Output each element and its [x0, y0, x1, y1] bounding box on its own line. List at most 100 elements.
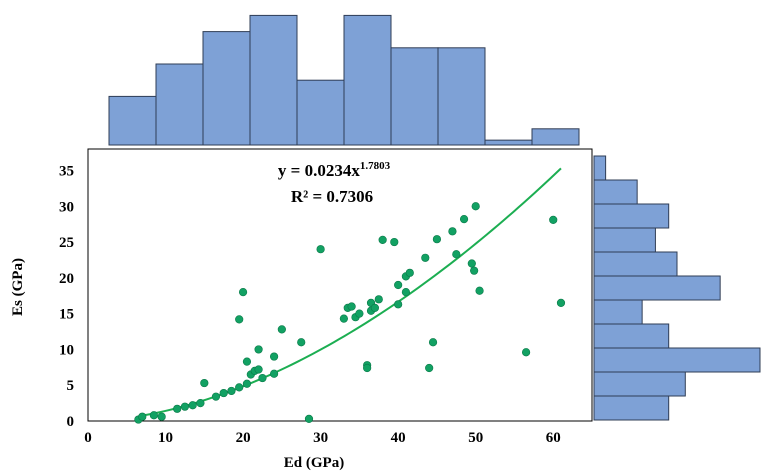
data-point: [421, 253, 430, 262]
data-point: [428, 338, 438, 347]
x-tick-label: 20: [236, 430, 251, 446]
data-point: [238, 288, 248, 297]
y-tick-label: 15: [59, 307, 74, 323]
top-histogram-bar: [108, 95, 157, 146]
right-histogram-bar: [593, 227, 656, 253]
data-point: [425, 363, 434, 373]
top-histogram-bar: [202, 31, 251, 146]
top-histogram-bar: [437, 47, 486, 146]
right-histogram-bar: [593, 155, 607, 181]
data-point: [304, 414, 314, 423]
data-point: [363, 363, 372, 373]
y-tick-label: 20: [59, 271, 74, 287]
data-point: [227, 386, 236, 396]
y-tick-label: 35: [59, 163, 74, 179]
data-point: [556, 298, 566, 307]
right-histogram-bar: [593, 347, 761, 373]
data-point: [370, 303, 379, 313]
data-point: [219, 388, 228, 398]
data-point: [401, 288, 411, 297]
right-histogram-bar: [593, 275, 721, 301]
data-point: [138, 412, 147, 421]
data-point: [235, 383, 244, 392]
data-point: [448, 227, 457, 236]
data-point: [405, 268, 414, 277]
right-histogram-bar: [593, 299, 643, 325]
data-point: [269, 369, 279, 378]
data-point: [242, 379, 252, 388]
right-histogram-bar: [593, 251, 678, 277]
y-axis-title: Es (GPa): [10, 258, 26, 316]
x-tick-label: 0: [84, 430, 92, 446]
data-point: [149, 411, 159, 420]
right-histogram-bar: [593, 323, 670, 349]
equation-base: y = 0.0234x: [278, 161, 360, 180]
top-histogram-bar: [343, 14, 392, 146]
data-point: [188, 401, 197, 410]
plot-area-frame: [87, 148, 593, 422]
data-point: [254, 345, 263, 354]
data-points: [134, 202, 566, 424]
x-tick-label: 50: [468, 430, 483, 446]
data-point: [173, 404, 182, 413]
data-point: [471, 202, 480, 211]
data-point: [549, 215, 558, 224]
top-histogram: [108, 14, 580, 146]
data-point: [378, 235, 387, 245]
data-point: [467, 259, 476, 268]
y-tick-label: 30: [59, 199, 74, 215]
data-point: [475, 286, 484, 295]
data-point: [339, 314, 348, 323]
x-tick-label: 60: [546, 430, 561, 446]
top-histogram-bar: [249, 14, 298, 146]
data-point: [390, 237, 399, 247]
data-point: [180, 402, 190, 411]
power-trendline: [138, 167, 562, 418]
data-point: [374, 295, 383, 304]
data-point: [196, 399, 205, 408]
data-point: [277, 325, 286, 334]
data-point: [211, 392, 221, 401]
x-axis-tick-labels: 0 10 20 30 40 50 60: [84, 430, 560, 446]
top-histogram-bar: [155, 63, 204, 146]
y-tick-label: 25: [59, 235, 74, 251]
y-tick-label: 10: [59, 342, 74, 358]
top-histogram-bar: [531, 128, 580, 146]
data-point: [254, 365, 263, 374]
data-point: [470, 266, 479, 275]
data-point: [242, 357, 252, 366]
data-point: [452, 250, 461, 259]
right-histogram-bar: [593, 371, 686, 397]
top-histogram-bar: [296, 79, 345, 146]
data-point: [355, 309, 364, 318]
data-point: [432, 235, 442, 244]
top-histogram-bar: [390, 47, 439, 146]
data-point: [157, 412, 166, 421]
right-histogram-bar: [593, 203, 670, 229]
right-histogram: [593, 155, 761, 421]
data-point: [200, 378, 209, 388]
top-histogram-bar: [484, 139, 533, 146]
equation-exponent: 1.7803: [360, 160, 391, 172]
data-point: [258, 373, 267, 383]
trend-equation: y = 0.0234x1.7803: [278, 160, 391, 180]
data-point: [394, 280, 403, 290]
data-point: [297, 338, 306, 347]
x-tick-label: 30: [313, 430, 328, 446]
data-point: [459, 215, 469, 224]
x-axis-title: Ed (GPa): [284, 455, 344, 471]
data-point: [521, 348, 531, 357]
x-tick-label: 10: [158, 430, 173, 446]
data-point: [347, 302, 356, 311]
right-histogram-bar: [593, 179, 638, 205]
y-tick-label: 0: [67, 414, 75, 430]
y-tick-label: 5: [67, 378, 75, 394]
y-axis-tick-labels: 0 5 10 15 20 25 30 35: [59, 163, 74, 430]
r-squared-label: R² = 0.7306: [291, 187, 373, 206]
data-point: [235, 315, 244, 324]
data-point: [316, 245, 325, 254]
right-histogram-bar: [593, 395, 670, 421]
x-tick-label: 40: [391, 430, 406, 446]
data-point: [269, 352, 279, 361]
